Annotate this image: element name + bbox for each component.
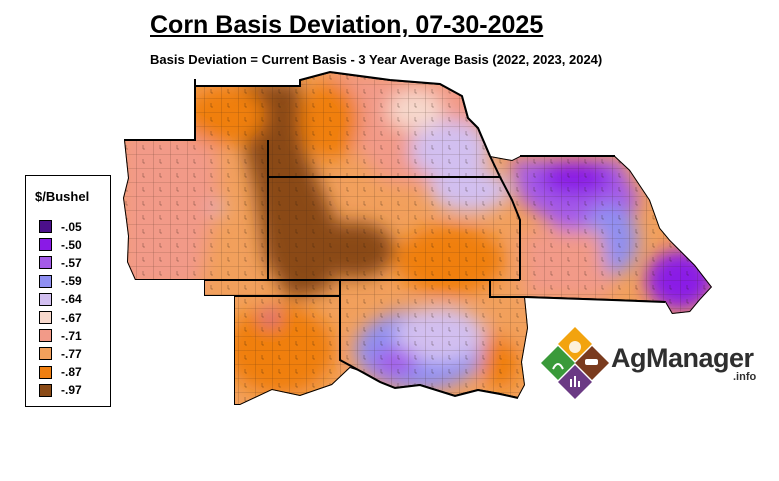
legend-label: -.67: [61, 310, 82, 325]
legend-label: -.97: [61, 383, 82, 398]
legend-swatch: [39, 274, 52, 288]
agmanager-logo: [541, 327, 609, 399]
legend-label: -.64: [61, 292, 82, 307]
legend-label: -.77: [61, 346, 82, 361]
logo-wordmark: AgManager: [611, 343, 754, 373]
legend-item: -.97: [39, 383, 82, 398]
legend-title: $/Bushel: [35, 189, 90, 204]
legend-label: -.50: [61, 237, 82, 252]
legend-item: -.57: [39, 255, 82, 270]
legend-swatch: [39, 220, 52, 233]
legend-swatch: [39, 311, 52, 324]
legend-item: -.05: [39, 219, 82, 234]
legend-swatch: [39, 347, 52, 361]
legend-swatch: [39, 256, 52, 270]
legend-swatch: [39, 292, 52, 306]
legend-item: -.59: [39, 274, 82, 289]
legend-item: -.71: [39, 328, 82, 343]
legend-item: -.64: [39, 292, 82, 307]
legend-label: -.87: [61, 365, 82, 380]
legend-item: -.50: [39, 237, 82, 252]
legend-swatch: [39, 329, 52, 343]
legend-label: -.71: [61, 328, 82, 343]
logo-suffix: .info: [733, 371, 757, 383]
legend-item: -.77: [39, 346, 82, 361]
legend-swatch: [39, 238, 52, 252]
map-title: Corn Basis Deviation, 07-30-2025: [150, 11, 544, 39]
legend-label: -.59: [61, 274, 82, 289]
legend-item: -.87: [39, 365, 82, 380]
legend-label: -.05: [61, 219, 82, 234]
legend: $/Bushel -.05 -.50 -.57 -.59 -.64 -.67 -.71 -.7…: [25, 175, 111, 407]
map-subtitle: Basis Deviation = Current Basis - 3 Year…: [150, 52, 603, 67]
legend-swatch: [39, 383, 52, 397]
legend-label: -.57: [61, 255, 82, 270]
legend-item: -.67: [39, 310, 82, 325]
legend-swatch: [39, 365, 52, 379]
